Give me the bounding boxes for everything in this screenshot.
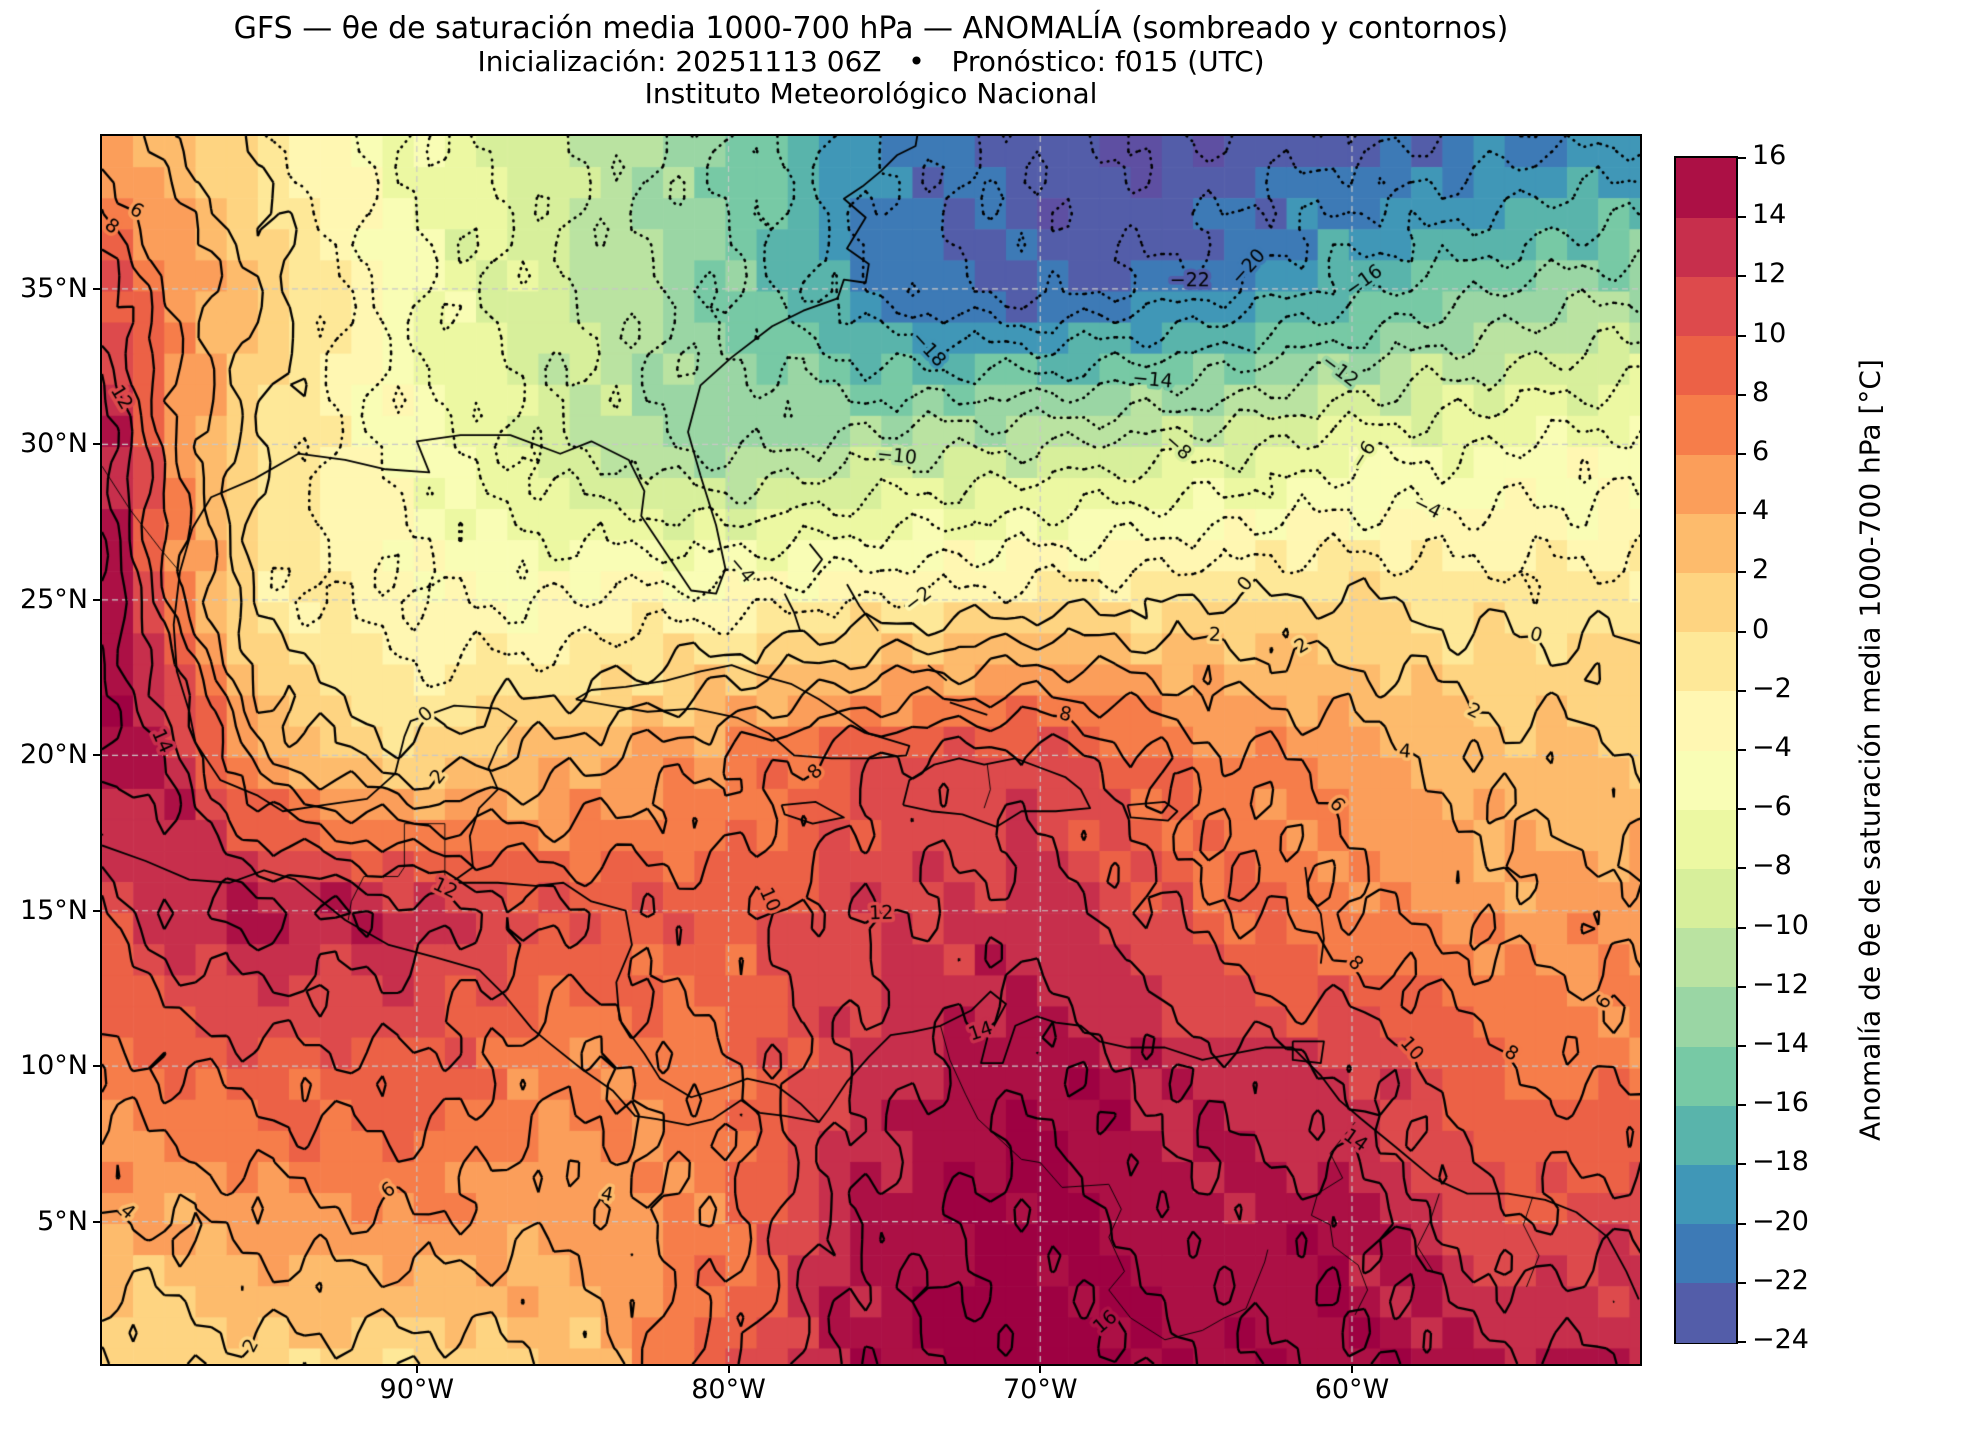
colorbar-tick-mark <box>1738 926 1746 929</box>
colorbar-band <box>1676 394 1736 455</box>
colorbar-tick-label: 10 <box>1752 317 1787 349</box>
colorbar-band <box>1676 572 1736 633</box>
colorbar-band <box>1676 1282 1736 1343</box>
x-axis-tick-label: 60°W <box>1314 1374 1390 1405</box>
colorbar-tick-mark <box>1738 1341 1746 1343</box>
colorbar-tick-label: 8 <box>1752 376 1770 408</box>
chart-subtitle-institution: Instituto Meteorológico Nacional <box>644 77 1098 110</box>
colorbar-tick-label: 2 <box>1752 554 1770 586</box>
colorbar-tick-mark <box>1738 689 1746 692</box>
y-axis-tick-label: 5°N <box>37 1205 88 1237</box>
y-axis-tick-mark <box>93 287 102 290</box>
title-block: GFS — θe de saturación media 1000-700 hP… <box>102 12 1640 110</box>
colorbar-band <box>1676 1046 1736 1106</box>
colorbar-tick-label: −6 <box>1752 791 1792 823</box>
colorbar-band <box>1676 631 1736 692</box>
colorbar-band <box>1676 1223 1736 1284</box>
colorbar-tick-label: −8 <box>1752 850 1792 882</box>
y-axis-tick-mark <box>93 1220 102 1223</box>
colorbar-tick-mark <box>1738 1163 1746 1166</box>
colorbar-band <box>1676 217 1736 277</box>
colorbar-tick-mark <box>1738 808 1746 811</box>
colorbar-tick-mark <box>1738 453 1746 455</box>
colorbar-tick-mark <box>1738 1045 1746 1047</box>
colorbar-tick-mark <box>1738 1281 1746 1284</box>
colorbar-band <box>1676 868 1736 929</box>
y-axis-tick-label: 35°N <box>19 272 88 304</box>
colorbar-tick-label: 14 <box>1752 199 1787 231</box>
colorbar-tick-mark <box>1738 157 1746 159</box>
colorbar-band <box>1676 454 1736 514</box>
colorbar-tick-mark <box>1738 985 1746 988</box>
colorbar-tick-mark <box>1738 334 1746 337</box>
y-axis-tick-label: 10°N <box>19 1050 88 1082</box>
colorbar-band <box>1676 809 1736 869</box>
colorbar-tick-label: 16 <box>1752 140 1787 171</box>
plot-frame <box>100 134 1642 1366</box>
colorbar-tick-mark <box>1738 216 1746 219</box>
colorbar-band <box>1676 276 1736 337</box>
y-axis-tick-label: 20°N <box>19 739 88 771</box>
colorbar-tick-label: −12 <box>1752 968 1809 1000</box>
colorbar-label: Anomalía de θe de saturación media 1000-… <box>1853 359 1887 1141</box>
colorbar-tick-label: −2 <box>1752 672 1792 704</box>
colorbar-band <box>1676 1105 1736 1165</box>
colorbar-tick-mark <box>1738 512 1746 515</box>
x-axis-tick-label: 90°W <box>379 1374 455 1405</box>
y-axis-tick-mark <box>93 443 102 446</box>
y-axis-tick-mark <box>93 598 102 601</box>
colorbar-tick-mark <box>1738 1222 1746 1225</box>
colorbar <box>1674 156 1746 1344</box>
colorbar-tick-mark <box>1738 867 1746 870</box>
y-axis-tick-mark <box>93 1065 102 1068</box>
colorbar-band <box>1676 1164 1736 1225</box>
x-axis-tick-mark <box>727 1364 730 1373</box>
chart-title: GFS — θe de saturación media 1000-700 hP… <box>233 11 1509 46</box>
colorbar-tick-mark <box>1738 749 1746 751</box>
y-axis-tick-label: 15°N <box>19 894 88 926</box>
colorbar-band <box>1676 927 1736 988</box>
colorbar-band <box>1676 158 1736 218</box>
colorbar-tick-label: 6 <box>1752 436 1770 467</box>
colorbar-band <box>1676 690 1736 751</box>
x-axis-tick-label: 70°W <box>1002 1374 1078 1405</box>
y-axis-tick-label: 25°N <box>19 583 88 615</box>
colorbar-tick-label: 12 <box>1752 258 1787 290</box>
colorbar-tick-mark <box>1738 630 1746 633</box>
colorbar-tick-label: −10 <box>1752 909 1809 941</box>
y-axis-tick-label: 30°N <box>19 428 88 460</box>
colorbar-tick-label: −20 <box>1752 1205 1809 1237</box>
colorbar-band <box>1676 986 1736 1047</box>
x-axis-tick-mark <box>1350 1364 1353 1373</box>
colorbar-tick-mark <box>1738 275 1746 278</box>
map-canvas <box>102 136 1640 1364</box>
colorbar-tick-label: −22 <box>1752 1264 1809 1296</box>
colorbar-tick-label: −4 <box>1752 732 1792 763</box>
x-axis-tick-mark <box>415 1364 418 1373</box>
colorbar-band <box>1676 513 1736 573</box>
y-axis-tick-mark <box>93 754 102 757</box>
colorbar-tick-mark <box>1738 571 1746 574</box>
y-axis-tick-mark <box>93 909 102 912</box>
chart-subtitle-init-forecast: Inicialización: 20251113 06Z • Pronóstic… <box>477 45 1265 78</box>
colorbar-tick-label: −16 <box>1752 1087 1809 1119</box>
colorbar-tick-label: −24 <box>1752 1324 1809 1355</box>
colorbar-tick-mark <box>1738 1104 1746 1107</box>
colorbar-tick-label: 4 <box>1752 495 1770 527</box>
x-axis-tick-mark <box>1039 1364 1042 1373</box>
colorbar-tick-label: 0 <box>1752 613 1770 645</box>
colorbar-band <box>1676 750 1736 810</box>
colorbar-tick-label: −14 <box>1752 1028 1809 1059</box>
x-axis-tick-label: 80°W <box>691 1374 766 1405</box>
colorbar-tick-mark <box>1738 393 1746 396</box>
colorbar-band <box>1676 335 1736 396</box>
colorbar-tick-label: −18 <box>1752 1146 1809 1178</box>
